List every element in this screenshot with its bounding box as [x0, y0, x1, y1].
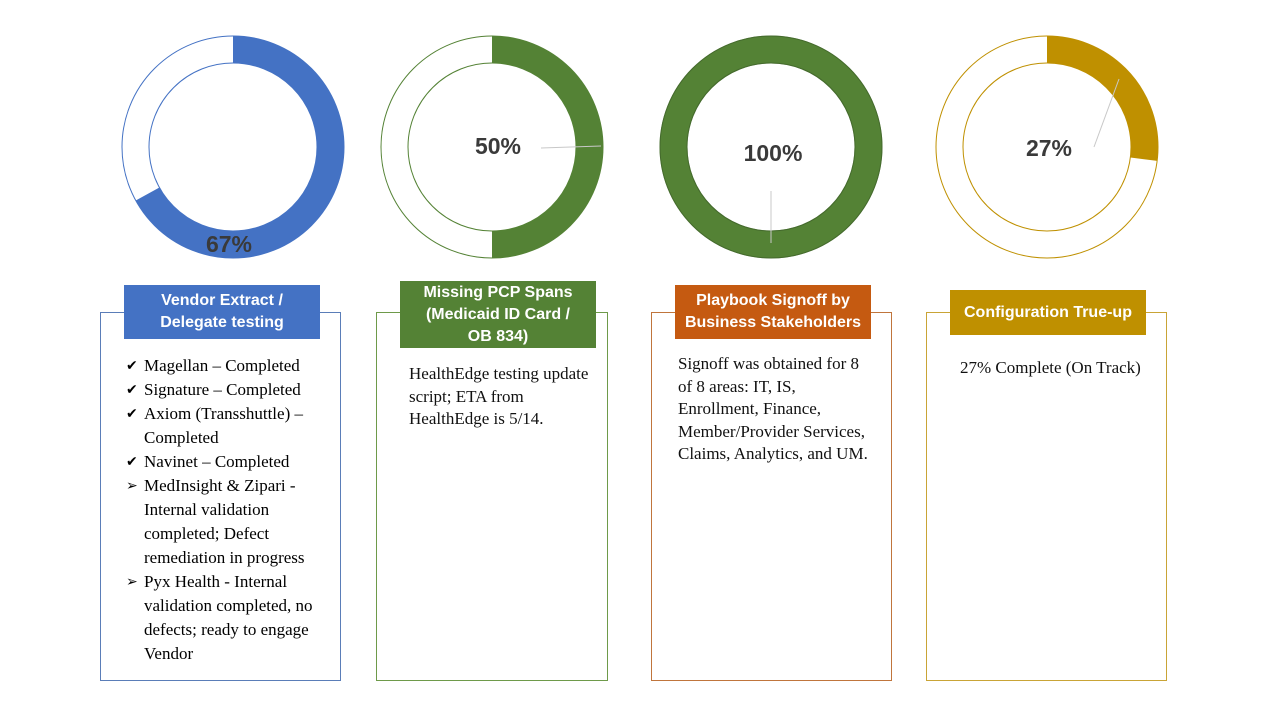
arrow-bullet-icon: ➢	[126, 574, 138, 590]
vendor-status-text: MedInsight & Zipari - Internal validatio…	[144, 476, 305, 567]
vendor-extract-title-line-1: Vendor Extract /	[161, 292, 283, 309]
checkmark-icon: ✔	[126, 382, 138, 398]
playbook-signoff-title-line-1: Playbook Signoff by	[696, 292, 850, 309]
arrow-bullet-icon: ➢	[126, 478, 138, 494]
vendor-status-text: Signature – Completed	[144, 380, 301, 399]
vendor-status-text: Pyx Health - Internal validation complet…	[144, 572, 313, 663]
vendor-status-text: Axiom (Transshuttle) – Completed	[144, 404, 303, 447]
donut-chart-missing-pcp: 50%	[380, 35, 604, 259]
missing-pcp-title-line-3: OB 834)	[467, 327, 529, 345]
donut-progress-segment	[492, 36, 603, 258]
donut-leader-line	[540, 145, 602, 149]
vendor-status-item: ➢ Pyx Health - Internal validation comple…	[126, 570, 332, 666]
missing-pcp-title: Missing PCP Spans (Medicaid ID Card / OB…	[400, 281, 596, 348]
donut-chart-vendor-extract: 67%	[121, 35, 345, 259]
vendor-status-text: Navinet – Completed	[144, 452, 290, 471]
donut-percent-label: 50%	[475, 133, 521, 159]
vendor-status-item: ➢ MedInsight & Zipari - Internal validat…	[126, 474, 332, 570]
donut-chart-configuration: 27%	[935, 35, 1159, 259]
vendor-status-text: Magellan – Completed	[144, 356, 300, 375]
missing-pcp-title-line-2: (Medicaid ID Card /	[425, 305, 570, 323]
configuration-title: Configuration True-up	[950, 290, 1146, 335]
missing-pcp-title-line-1: Missing PCP Spans	[423, 283, 573, 301]
missing-pcp-card: HealthEdge testing update script; ETA fr…	[376, 312, 608, 681]
donut-progress-segment	[1047, 36, 1158, 161]
configuration-body: 27% Complete (On Track)	[960, 358, 1141, 377]
donut-percent-label: 100%	[744, 140, 803, 166]
vendor-status-item: ✔ Magellan – Completed	[126, 354, 332, 378]
checkmark-icon: ✔	[126, 358, 138, 374]
vendor-extract-title: Vendor Extract / Delegate testing	[124, 285, 320, 339]
donut-chart-playbook-signoff: 100%	[659, 35, 883, 259]
playbook-signoff-title: Playbook Signoff by Business Stakeholder…	[675, 285, 871, 339]
donut-percent-label: 67%	[206, 231, 252, 257]
vendor-status-item: ✔ Signature – Completed	[126, 378, 332, 402]
checkmark-icon: ✔	[126, 454, 138, 470]
checkmark-icon: ✔	[126, 406, 138, 422]
playbook-signoff-card: Signoff was obtained for 8 of 8 areas: I…	[651, 312, 892, 681]
configuration-title-line-1: Configuration True-up	[964, 303, 1132, 321]
vendor-status-list: ✔ Magellan – Completed ✔ Signature – Comple…	[126, 354, 332, 666]
vendor-status-item: ✔ Axiom (Transshuttle) – Completed	[126, 402, 332, 450]
donut-percent-label: 27%	[1026, 135, 1072, 161]
missing-pcp-body: HealthEdge testing update script; ETA fr…	[409, 364, 589, 428]
playbook-signoff-body: Signoff was obtained for 8 of 8 areas: I…	[678, 354, 868, 463]
vendor-status-item: ✔ Navinet – Completed	[126, 450, 332, 474]
donut-leader-line	[1093, 78, 1120, 148]
playbook-signoff-title-line-2: Business Stakeholders	[684, 314, 862, 331]
vendor-extract-title-line-2: Delegate testing	[160, 314, 284, 331]
configuration-card: 27% Complete (On Track)	[926, 312, 1167, 681]
vendor-extract-card: ✔ Magellan – Completed ✔ Signature – Comple…	[100, 312, 341, 681]
